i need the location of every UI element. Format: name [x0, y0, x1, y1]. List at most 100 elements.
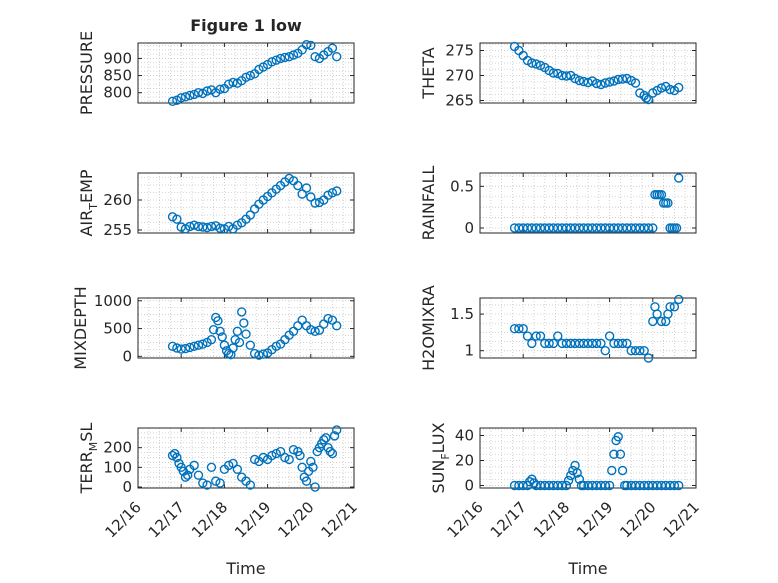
chart-h2omixra-point	[535, 331, 546, 341]
chart-air_temp-point	[172, 214, 182, 224]
chart-h2omixra-point	[669, 302, 680, 312]
figure-title: Figure 1 low	[190, 16, 302, 35]
chart-air_temp-ytick-label: 255	[103, 221, 132, 239]
chart-mixdepth-point	[239, 318, 249, 328]
chart-air_temp-point	[249, 204, 260, 214]
chart-mixdepth-point	[314, 325, 325, 335]
chart-pressure-ytick-label: 900	[103, 49, 132, 67]
chart-sun_flux-point	[617, 465, 628, 476]
chart-sun_flux-point	[613, 432, 623, 442]
chart-terr_msl-point	[189, 460, 199, 471]
chart-h2omixra-point	[544, 338, 554, 349]
chart-theta-point	[561, 71, 572, 81]
chart-h2omixra-point	[604, 331, 615, 341]
chart-h2omixra-point	[635, 345, 645, 356]
chart-h2omixra-point	[531, 331, 541, 341]
chart-theta-point	[665, 84, 675, 95]
chart-terr_msl-point	[332, 425, 342, 435]
chart-terr_msl-xtick-label: 12/21	[318, 498, 361, 541]
chart-h2omixra-point	[652, 309, 662, 319]
chart-mixdepth-point	[258, 349, 268, 359]
chart-terr_msl-point	[211, 476, 221, 486]
chart-rainfall-ytick-label: 0.5	[450, 177, 474, 195]
chart-sun_flux-xlabel: Time	[567, 559, 607, 578]
chart-pressure-point	[271, 55, 281, 65]
chart-mixdepth-ytick-label: 0	[122, 347, 132, 365]
chart-mixdepth-point	[189, 341, 199, 352]
chart-rainfall-point	[674, 173, 684, 183]
chart-theta-point	[604, 77, 615, 87]
chart-sun_flux-point	[563, 475, 574, 486]
chart-h2omixra-point	[518, 324, 528, 334]
chart-mixdepth-point	[217, 332, 227, 342]
chart-terr_msl-point	[198, 478, 208, 488]
chart-h2omixra-point	[514, 324, 524, 334]
chart-terr_msl-point	[228, 458, 238, 469]
chart-terr_msl-ytick-label: 0	[122, 478, 132, 496]
chart-air_temp-point	[215, 223, 225, 233]
chart-mixdepth-frame	[137, 297, 355, 359]
chart-mixdepth-point	[215, 326, 225, 337]
chart-pressure-point	[280, 52, 290, 63]
chart-pressure-point	[288, 50, 299, 60]
chart-terr_msl-point	[258, 452, 268, 463]
chart-mixdepth-point	[193, 340, 204, 350]
chart-h2omixra-point	[591, 338, 602, 349]
chart-mixdepth-point	[319, 319, 329, 329]
chart-pressure-point	[241, 72, 251, 82]
chart-theta-point	[553, 68, 563, 79]
chart-air_temp-frame	[137, 172, 355, 234]
chart-mixdepth-ylabel: MIXDEPTH	[71, 286, 90, 369]
chart-h2omixra-point	[648, 316, 658, 327]
chart-rainfall-point	[656, 189, 667, 200]
chart-mixdepth-point	[213, 316, 223, 326]
chart-h2omixra-frame	[479, 297, 697, 359]
chart-pressure-point	[310, 52, 320, 62]
chart-air_temp-point	[310, 198, 320, 208]
chart-mixdepth-ytick-label: 1000	[94, 292, 132, 310]
chart-terr_msl-point	[271, 448, 281, 459]
chart-rainfall-ytick-label: 0	[464, 219, 474, 237]
chart-mixdepth-point	[241, 329, 251, 339]
chart-terr_msl-point	[301, 476, 312, 486]
chart-air_temp-point	[327, 188, 338, 198]
chart-theta-point	[574, 75, 585, 86]
chart-terr_msl-point	[310, 482, 320, 492]
chart-sun_flux-point	[572, 468, 582, 478]
chart-pressure-point	[306, 40, 316, 51]
chart-terr_msl-xtick-label: 12/20	[274, 498, 317, 541]
chart-rainfall-point	[643, 223, 654, 233]
chart-mixdepth-point	[176, 344, 186, 354]
chart-mixdepth-point	[297, 315, 307, 325]
chart-sun_flux-point	[561, 480, 572, 491]
chart-mixdepth-point	[245, 340, 256, 350]
chart-mixdepth-ytick-label: 500	[103, 320, 132, 338]
chart-terr_msl-point	[321, 433, 331, 443]
chart-pressure-point	[327, 43, 338, 53]
chart-air_temp-point	[301, 183, 312, 193]
chart-terr_msl-point	[329, 431, 340, 441]
chart-theta-point	[570, 73, 580, 84]
chart-air_temp-point	[293, 180, 303, 191]
chart-rainfall-ylabel: RAINFALL	[419, 166, 438, 241]
chart-mixdepth-point	[208, 324, 219, 335]
chart-air_temp-point	[189, 220, 199, 230]
chart-theta-point	[643, 94, 654, 105]
chart-sun_flux-xtick-label: 12/21	[660, 498, 703, 541]
chart-terr_msl-point	[267, 450, 277, 461]
chart-air_temp-point	[202, 222, 212, 233]
chart-terr_msl-point	[202, 480, 212, 490]
chart-air_temp-point	[245, 210, 256, 220]
chart-theta-ytick-label: 270	[445, 67, 474, 85]
chart-h2omixra-point	[522, 331, 533, 341]
chart-theta-point	[613, 74, 623, 85]
chart-pressure-ylabel: PRESSURE	[77, 31, 96, 115]
chart-terr_msl-point	[284, 454, 294, 465]
chart-terr_msl-point	[182, 470, 193, 480]
chart-h2omixra-point	[639, 345, 649, 356]
chart-sun_flux-ytick-label: 0	[464, 477, 474, 495]
chart-air_temp-point	[306, 192, 316, 202]
chart-theta-ytick-label: 275	[445, 42, 474, 60]
chart-theta-point	[527, 58, 537, 68]
